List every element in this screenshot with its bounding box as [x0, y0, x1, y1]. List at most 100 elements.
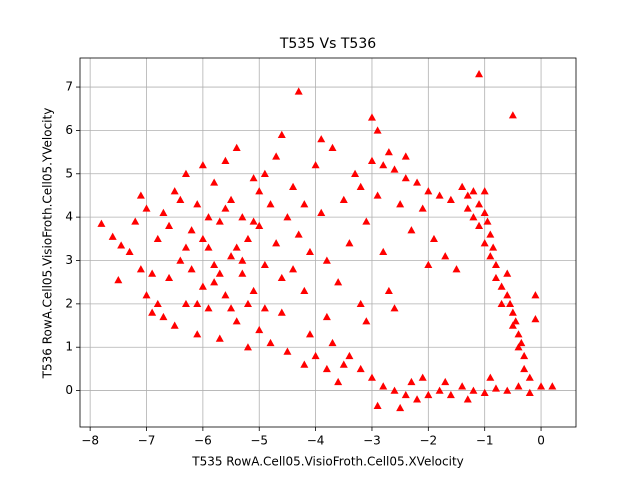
point [379, 382, 388, 390]
point [328, 338, 337, 347]
point [328, 143, 337, 151]
point [305, 247, 314, 256]
point [215, 217, 224, 225]
point [396, 200, 405, 208]
point [142, 204, 151, 212]
point [136, 191, 145, 199]
point [356, 299, 365, 308]
point [418, 204, 427, 212]
point [153, 234, 162, 243]
x-tick-label: −3 [363, 434, 381, 448]
point [413, 395, 422, 403]
point [435, 191, 444, 199]
point [503, 386, 512, 394]
point [491, 273, 500, 282]
point [486, 373, 495, 381]
point [390, 386, 399, 394]
point [125, 247, 134, 256]
y-tick-label: 0 [65, 383, 73, 397]
y-tick-label: 4 [65, 210, 73, 224]
point [260, 169, 269, 177]
point [548, 382, 557, 390]
point [508, 308, 517, 316]
x-tick-label: −5 [250, 434, 268, 448]
point [221, 156, 230, 164]
point [486, 252, 495, 260]
point [475, 70, 484, 78]
point [187, 265, 196, 273]
point [176, 256, 185, 264]
point [475, 200, 484, 208]
point [537, 382, 546, 390]
point [277, 130, 286, 138]
point [317, 135, 326, 143]
point [153, 299, 162, 308]
point [491, 384, 500, 392]
point [463, 204, 472, 212]
point [198, 161, 207, 169]
point [424, 390, 433, 399]
point [221, 291, 230, 299]
point [373, 191, 382, 199]
x-axis-label: T535 RowA.Cell05.VisioFroth.Cell05.XVelo… [191, 455, 464, 469]
point [277, 308, 286, 316]
point [396, 403, 405, 412]
point [424, 187, 433, 195]
x-tick-label: −2 [419, 434, 437, 448]
point [373, 401, 382, 409]
point [176, 195, 185, 203]
point [238, 213, 247, 221]
point [300, 200, 309, 208]
point [159, 208, 168, 216]
x-tick-label: −6 [194, 434, 212, 448]
point [311, 351, 320, 360]
point [181, 243, 190, 251]
point [356, 364, 365, 373]
point [255, 187, 264, 195]
point [170, 321, 179, 329]
point [517, 338, 526, 347]
point [435, 386, 444, 394]
point [458, 382, 467, 390]
point [238, 256, 247, 264]
point [193, 299, 202, 308]
point [486, 230, 495, 238]
x-tick-label: −1 [476, 434, 494, 448]
point [345, 239, 354, 247]
point [170, 187, 179, 195]
point [452, 265, 461, 273]
y-tick-label: 3 [65, 253, 73, 267]
point [249, 174, 258, 182]
point [243, 299, 252, 308]
point [210, 260, 219, 269]
point [469, 187, 478, 195]
point [300, 360, 309, 368]
point [469, 213, 478, 221]
point [508, 111, 517, 119]
point [255, 325, 264, 334]
point [520, 364, 529, 373]
point [413, 178, 422, 186]
point [441, 377, 450, 386]
point [497, 299, 506, 308]
plot-frame [79, 57, 577, 428]
point [503, 291, 512, 299]
point [131, 217, 140, 225]
point [221, 204, 230, 212]
point [227, 304, 236, 312]
point [277, 273, 286, 282]
point [429, 234, 438, 243]
point [441, 252, 450, 260]
point [458, 182, 467, 190]
point [260, 304, 269, 312]
point [97, 219, 106, 227]
point [204, 213, 213, 221]
point [142, 291, 151, 299]
point [114, 276, 123, 284]
point [198, 234, 207, 243]
point [356, 182, 365, 190]
point [367, 113, 376, 121]
point [401, 174, 410, 182]
point [266, 338, 275, 347]
